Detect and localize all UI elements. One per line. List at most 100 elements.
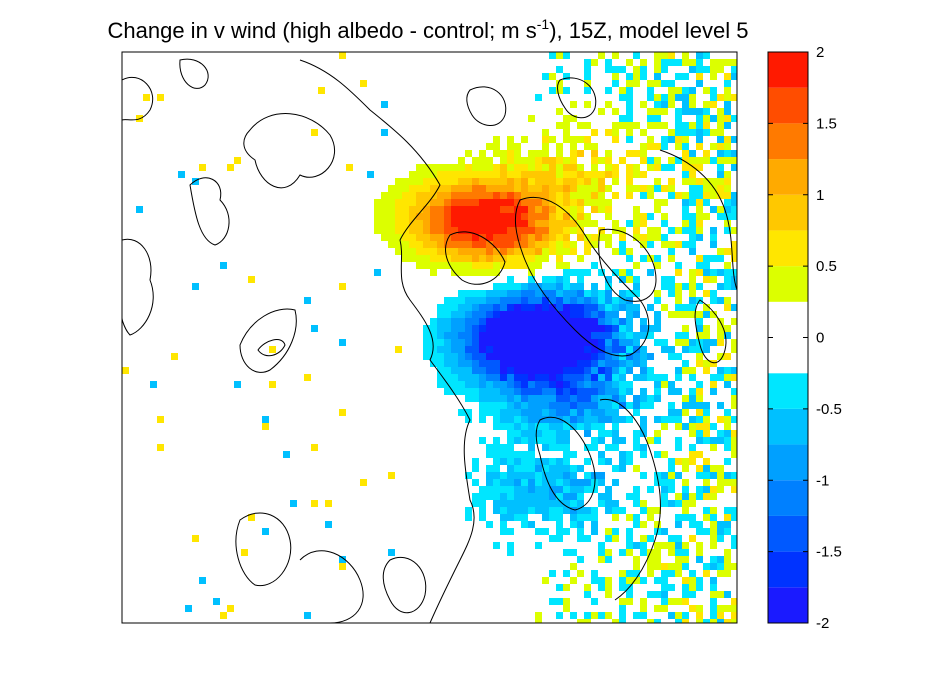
- heatmap-cell: [269, 381, 276, 388]
- heatmap-cell: [584, 136, 591, 143]
- heatmap-cell: [570, 311, 577, 318]
- heatmap-cell: [507, 458, 514, 465]
- heatmap-cell: [437, 332, 444, 339]
- heatmap-cell: [556, 437, 563, 444]
- heatmap-cell: [528, 178, 535, 185]
- heatmap-cell: [717, 94, 724, 101]
- heatmap-cell: [458, 318, 465, 325]
- heatmap-cell: [731, 444, 737, 451]
- heatmap-cell: [535, 178, 542, 185]
- heatmap-cell: [647, 269, 654, 276]
- heatmap-cell: [675, 129, 682, 136]
- heatmap-cell: [514, 395, 521, 402]
- heatmap-cell: [451, 171, 458, 178]
- heatmap-cell: [507, 493, 514, 500]
- heatmap-cell: [493, 192, 500, 199]
- heatmap-cell: [675, 514, 682, 521]
- heatmap-cell: [521, 416, 528, 423]
- heatmap-cell: [668, 129, 675, 136]
- heatmap-cell: [598, 402, 605, 409]
- heatmap-cell: [388, 234, 395, 241]
- heatmap-cell: [612, 619, 619, 623]
- heatmap-cell: [626, 416, 633, 423]
- heatmap-cell: [493, 150, 500, 157]
- heatmap-cell: [409, 255, 416, 262]
- heatmap-cell: [514, 213, 521, 220]
- heatmap-cell: [360, 80, 367, 87]
- heatmap-cell: [472, 500, 479, 507]
- heatmap-cell: [416, 220, 423, 227]
- heatmap-cell: [493, 339, 500, 346]
- heatmap-cell: [682, 325, 689, 332]
- heatmap-cell: [500, 241, 507, 248]
- heatmap-cell: [514, 178, 521, 185]
- heatmap-cell: [682, 122, 689, 129]
- heatmap-cell: [577, 374, 584, 381]
- heatmap-cell: [731, 283, 737, 290]
- heatmap-cell: [640, 129, 647, 136]
- heatmap-cell: [703, 185, 710, 192]
- heatmap-cell: [661, 479, 668, 486]
- heatmap-cell: [521, 199, 528, 206]
- heatmap-cell: [584, 479, 591, 486]
- heatmap-cell: [437, 325, 444, 332]
- heatmap-cell: [437, 227, 444, 234]
- heatmap-cell: [577, 269, 584, 276]
- heatmap-cell: [640, 360, 647, 367]
- heatmap-cell: [682, 199, 689, 206]
- heatmap-cell: [458, 262, 465, 269]
- heatmap-cell: [535, 150, 542, 157]
- heatmap-cell: [521, 402, 528, 409]
- heatmap-cell: [262, 528, 269, 535]
- heatmap-cell: [724, 199, 731, 206]
- heatmap-cell: [612, 80, 619, 87]
- heatmap-cell: [437, 192, 444, 199]
- heatmap-cell: [668, 94, 675, 101]
- heatmap-cell: [556, 612, 563, 619]
- heatmap-cell: [549, 465, 556, 472]
- heatmap-cell: [633, 402, 640, 409]
- heatmap-cell: [381, 234, 388, 241]
- heatmap-cell: [514, 143, 521, 150]
- heatmap-cell: [458, 164, 465, 171]
- heatmap-cell: [493, 171, 500, 178]
- heatmap-cell: [458, 157, 465, 164]
- heatmap-cell: [661, 570, 668, 577]
- heatmap-cell: [675, 122, 682, 129]
- heatmap-cell: [570, 150, 577, 157]
- heatmap-cell: [661, 108, 668, 115]
- heatmap-cell: [717, 430, 724, 437]
- heatmap-cell: [647, 332, 654, 339]
- heatmap-cell: [458, 388, 465, 395]
- heatmap-cell: [619, 584, 626, 591]
- heatmap-cell: [626, 248, 633, 255]
- colorbar-swatch: [768, 301, 808, 374]
- heatmap-cell: [619, 332, 626, 339]
- heatmap-cell: [437, 304, 444, 311]
- heatmap-cell: [717, 325, 724, 332]
- heatmap-cell: [668, 409, 675, 416]
- heatmap-cell: [472, 360, 479, 367]
- heatmap-cell: [556, 255, 563, 262]
- heatmap-cell: [696, 346, 703, 353]
- heatmap-cell: [556, 395, 563, 402]
- heatmap-cell: [486, 451, 493, 458]
- heatmap-cell: [619, 612, 626, 619]
- heatmap-cell: [675, 332, 682, 339]
- heatmap-cell: [668, 500, 675, 507]
- heatmap-cell: [430, 262, 437, 269]
- heatmap-cell: [535, 346, 542, 353]
- heatmap-cell: [535, 157, 542, 164]
- heatmap-cell: [437, 381, 444, 388]
- heatmap-cell: [696, 493, 703, 500]
- heatmap-cell: [507, 374, 514, 381]
- heatmap-cell: [514, 486, 521, 493]
- heatmap-cell: [528, 276, 535, 283]
- heatmap-cell: [619, 241, 626, 248]
- heatmap-cell: [472, 206, 479, 213]
- heatmap-cell: [556, 367, 563, 374]
- heatmap-cell: [584, 234, 591, 241]
- heatmap-cell: [444, 213, 451, 220]
- heatmap-cell: [598, 108, 605, 115]
- heatmap-cell: [619, 367, 626, 374]
